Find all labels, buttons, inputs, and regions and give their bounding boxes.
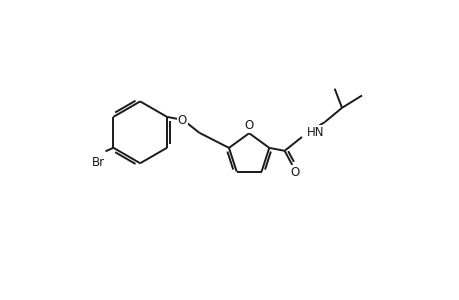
Text: O: O — [244, 119, 253, 132]
Text: O: O — [177, 114, 186, 127]
Text: O: O — [289, 167, 299, 179]
Text: HN: HN — [306, 126, 324, 139]
Text: Br: Br — [92, 156, 105, 169]
